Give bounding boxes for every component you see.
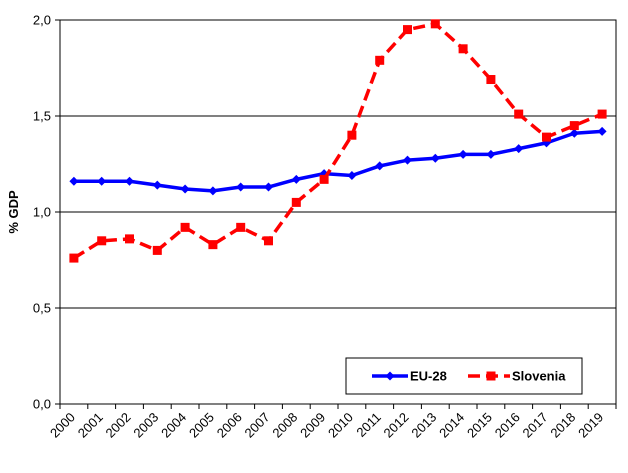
data-point-eu-28 <box>97 176 107 186</box>
x-tick-label: 2017 <box>520 410 551 441</box>
x-tick-label: 2010 <box>325 410 356 441</box>
data-point-slovenia <box>97 236 107 246</box>
data-point-eu-28 <box>125 176 134 186</box>
y-tick-label: 1,5 <box>33 109 51 124</box>
data-point-eu-28 <box>375 161 385 171</box>
data-point-slovenia <box>236 222 246 232</box>
x-tick-label: 2005 <box>186 410 217 441</box>
data-point-slovenia <box>208 240 218 250</box>
y-axis-ticks: 0,0 0,5 1,0 1,5 2,0 <box>33 13 60 412</box>
data-point-eu-28 <box>236 182 246 192</box>
x-tick-label: 2007 <box>242 410 273 441</box>
x-tick-label: 2002 <box>103 410 134 441</box>
data-point-slovenia <box>403 25 412 35</box>
data-point-slovenia <box>542 132 551 142</box>
data-point-slovenia <box>69 253 79 263</box>
data-point-eu-28 <box>458 149 468 159</box>
data-point-eu-28 <box>291 174 301 184</box>
series-group <box>69 19 607 263</box>
y-tick-label: 0,0 <box>33 397 51 412</box>
x-tick-label: 2011 <box>353 410 383 440</box>
x-tick-label: 2018 <box>547 410 578 441</box>
data-point-slovenia <box>264 236 273 246</box>
data-point-eu-28 <box>430 153 440 163</box>
data-point-slovenia <box>152 245 162 255</box>
x-tick-label: 2015 <box>464 410 495 441</box>
data-point-slovenia <box>486 75 496 85</box>
data-point-eu-28 <box>69 176 79 186</box>
data-point-slovenia <box>597 109 607 119</box>
data-point-eu-28 <box>514 144 524 154</box>
legend-box <box>345 357 583 395</box>
legend: EU-28 Slovenia <box>345 357 583 395</box>
data-point-slovenia <box>291 197 301 207</box>
x-tick-label: 2016 <box>492 410 523 441</box>
data-point-eu-28 <box>180 184 190 194</box>
x-tick-label: 2012 <box>381 410 412 441</box>
y-tick-label: 2,0 <box>33 13 51 28</box>
data-point-slovenia <box>125 234 134 244</box>
data-point-eu-28 <box>152 180 162 190</box>
data-point-slovenia <box>458 44 468 54</box>
x-tick-label: 2004 <box>158 410 189 441</box>
legend-label-eu-28: EU-28 <box>410 369 447 384</box>
data-point-eu-28 <box>569 128 579 138</box>
data-point-eu-28 <box>347 171 357 181</box>
data-point-slovenia <box>514 109 524 119</box>
y-tick-label: 1,0 <box>33 205 51 220</box>
data-point-eu-28 <box>403 155 412 165</box>
legend-marker-slovenia <box>486 371 496 381</box>
data-point-eu-28 <box>486 149 496 159</box>
legend-marker-eu-28 <box>385 371 395 381</box>
x-tick-label: 2013 <box>408 410 439 441</box>
y-tick-label: 0,5 <box>33 301 51 316</box>
data-point-slovenia <box>430 19 440 29</box>
x-tick-label: 2009 <box>297 410 328 441</box>
x-tick-label: 2001 <box>75 410 106 441</box>
x-axis-ticks: 2000200120022003200420052006200720082009… <box>47 404 617 441</box>
x-tick-label: 2003 <box>130 410 161 441</box>
data-point-eu-28 <box>264 182 273 192</box>
legend-label-slovenia: Slovenia <box>512 369 566 384</box>
data-point-slovenia <box>180 222 190 232</box>
data-point-slovenia <box>375 55 385 65</box>
x-tick-label: 2019 <box>575 410 606 441</box>
x-tick-label: 2008 <box>269 410 300 441</box>
data-point-slovenia <box>319 174 329 184</box>
series-line-eu-28 <box>73 129 603 193</box>
x-tick-label: 2000 <box>47 410 78 441</box>
data-point-slovenia <box>569 121 579 131</box>
x-tick-label: 2006 <box>214 410 245 441</box>
data-point-slovenia <box>347 130 357 140</box>
data-point-eu-28 <box>597 126 607 136</box>
data-point-eu-28 <box>208 186 218 196</box>
y-axis-label: % GDP <box>6 190 21 234</box>
series-line-slovenia <box>72 22 603 260</box>
x-tick-label: 2014 <box>436 410 467 441</box>
